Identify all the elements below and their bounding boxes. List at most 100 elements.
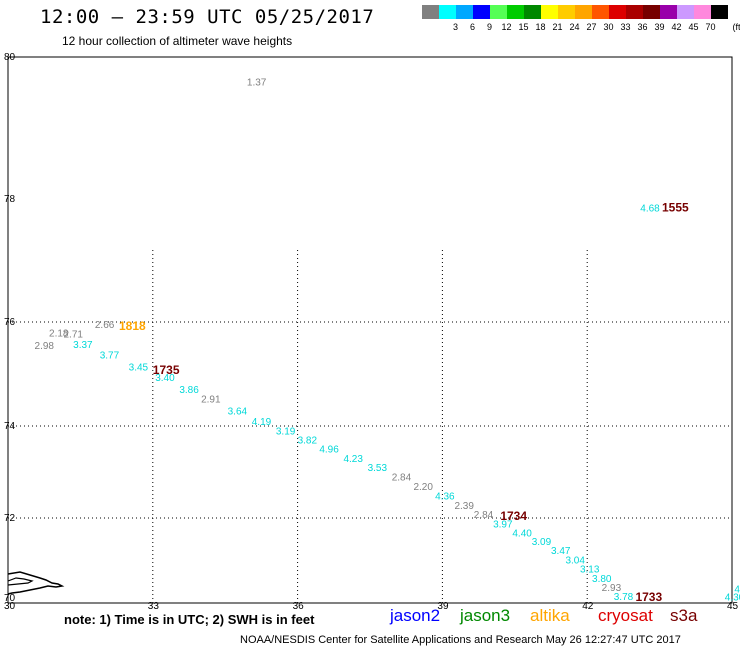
lat-tick-label: 78: [4, 194, 16, 205]
pass-time-label: 1818: [119, 319, 146, 333]
wave-height-value: 3.40: [155, 373, 175, 384]
wave-height-value: 2.91: [201, 395, 221, 406]
lon-tick-label: 36: [293, 601, 305, 612]
pass-time-label: 1733: [635, 590, 662, 604]
coastline: [7, 571, 65, 595]
legend-swatch: [694, 5, 711, 19]
legend-bin-label: 36: [637, 22, 648, 32]
legend-bin-label: 18: [535, 22, 546, 32]
legend-bin-label: 30: [603, 22, 614, 32]
legend-swatch: [507, 5, 524, 19]
wave-height-value: 4.68: [640, 203, 660, 214]
wave-height-value: 4.30: [725, 592, 740, 603]
legend-swatch: [711, 5, 728, 19]
legend-swatch: [422, 5, 439, 19]
legend-bin-label: 9: [486, 22, 492, 32]
legend-bin-label: 3: [452, 22, 458, 32]
wave-height-value: 4.23: [343, 454, 363, 465]
legend-bin-label: 24: [569, 22, 580, 32]
legend-bin-label: 39: [654, 22, 665, 32]
legend-bin-label: 21: [552, 22, 563, 32]
legend-swatch: [592, 5, 609, 19]
wave-height-value: 3.09: [532, 537, 552, 548]
map-title: 12:00 – 23:59 UTC 05/25/2017: [40, 6, 375, 28]
lon-tick-label: 33: [148, 601, 160, 612]
legend-swatch: [456, 5, 473, 19]
lat-tick-label: 80: [4, 52, 16, 63]
legend-bin-label: 45: [688, 22, 699, 32]
satellite-jason2: jason2: [390, 606, 441, 625]
wave-height-value: 4.19: [252, 417, 272, 428]
lon-tick-label: 45: [727, 601, 739, 612]
wave-height-value: 3.86: [179, 385, 199, 396]
pass-time-label: 1555: [662, 200, 689, 214]
map-subtitle: 12 hour collection of altimeter wave hei…: [62, 34, 293, 48]
lat-tick-label: 74: [4, 421, 16, 432]
wave-height-value: 3.37: [73, 340, 93, 351]
wave-height-value: 3.80: [592, 574, 612, 585]
wave-height-value: 2.20: [413, 482, 433, 493]
legend-bin-label: 33: [620, 22, 631, 32]
wave-height-value: 4.36: [435, 492, 455, 503]
satellite-s3a: s3a: [670, 606, 698, 625]
wave-height-value: 3.04: [565, 555, 585, 566]
legend-swatch: [541, 5, 558, 19]
legend-bin-label: 42: [671, 22, 682, 32]
satellite-altika: altika: [530, 606, 570, 625]
wave-height-value: 2.71: [64, 330, 84, 341]
wave-height-value: 3.97: [493, 519, 513, 530]
legend-bin-label: 6: [469, 22, 475, 32]
graticule: [8, 250, 732, 603]
legend-bin-label: 15: [518, 22, 529, 32]
wave-height-value: 2.98: [35, 341, 55, 352]
legend-swatch: [677, 5, 694, 19]
wave-height-value: 3.82: [298, 435, 318, 446]
lon-tick-label: 39: [437, 601, 449, 612]
wave-height-value: 2.39: [454, 501, 474, 512]
wave-observations: 1.37 4.68 2.182.71 2.98 2.663.37 3.77 3.45 3.40…: [35, 77, 740, 603]
satellite-jason3: jason3: [460, 606, 511, 625]
wave-height-value: 2.84: [392, 472, 412, 483]
footer-credit: NOAA/NESDIS Center for Satellite Applica…: [240, 634, 681, 646]
coastline-path: [7, 571, 65, 595]
legend-swatch: [558, 5, 575, 19]
pass-time-label: 1735: [153, 363, 180, 377]
lat-tick-label: 72: [4, 513, 16, 524]
lat-tick-label: 70: [4, 593, 16, 604]
legend-swatch: [643, 5, 660, 19]
wave-height-value: 3.45: [129, 362, 149, 373]
note-text: note: 1) Time is in UTC; 2) SWH is in fe…: [64, 612, 315, 627]
wave-height-value: 3.77: [100, 350, 120, 361]
legend-swatch: [490, 5, 507, 19]
wave-height-value: 3.53: [368, 463, 388, 474]
pass-times: 1555 1818 1735 1734 1733: [119, 200, 689, 604]
legend-swatch: [609, 5, 626, 19]
wave-height-value: 4: [734, 584, 740, 595]
legend-swatch: [660, 5, 677, 19]
axis-labels: 30 33 36 39 42 45 70 72 74 76 78 80: [4, 52, 739, 612]
coastline-inlet: [7, 577, 34, 586]
wave-height-value: 1.37: [247, 77, 267, 88]
map-frame: [7, 56, 733, 604]
wave-height-value: 2.66: [95, 320, 115, 331]
wave-height-value: 3.64: [228, 407, 248, 418]
legend-swatch: [524, 5, 541, 19]
wave-height-value: 3.13: [580, 564, 600, 575]
lon-tick-label: 42: [582, 601, 594, 612]
lat-tick-label: 76: [4, 317, 16, 328]
legend-unit: (ft): [732, 22, 740, 32]
wave-height-value: 2.18: [49, 329, 69, 340]
legend-bin-label: 70: [705, 22, 716, 32]
legend-swatch: [626, 5, 643, 19]
legend-swatch: [439, 5, 456, 19]
legend-swatch: [473, 5, 490, 19]
pass-time-label: 1734: [500, 509, 527, 523]
wave-height-value: 3.19: [276, 426, 296, 437]
lon-tick-label: 30: [4, 601, 16, 612]
legend-swatch: [575, 5, 592, 19]
satellite-cryosat: cryosat: [598, 606, 653, 625]
wave-height-value: 2.84: [474, 510, 494, 521]
wave-height-value: 4.40: [512, 528, 532, 539]
wave-height-value: 4.96: [319, 445, 339, 456]
